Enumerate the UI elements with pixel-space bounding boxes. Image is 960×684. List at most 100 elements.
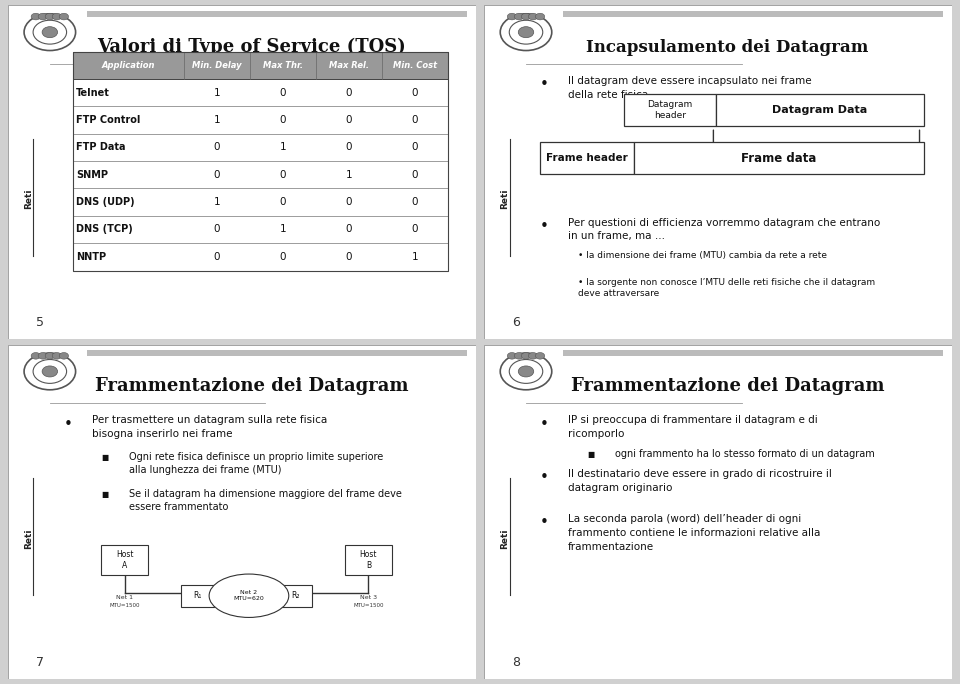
Text: 0: 0 (213, 170, 220, 180)
Text: 1: 1 (213, 115, 220, 125)
Text: •: • (64, 417, 73, 432)
Text: 0: 0 (412, 142, 419, 153)
Text: Min. Cost: Min. Cost (393, 61, 437, 70)
Text: Il datagram deve essere incapsulato nei frame
della rete fisica: Il datagram deve essere incapsulato nei … (568, 76, 812, 101)
Bar (102, 545, 148, 575)
Text: Min. Delay: Min. Delay (192, 61, 242, 70)
Text: ■: ■ (102, 453, 108, 462)
Text: • la dimensione dei frame (MTU) cambia da rete a rete: • la dimensione dei frame (MTU) cambia d… (578, 251, 827, 260)
Text: 0: 0 (346, 252, 352, 262)
Text: R₂: R₂ (292, 592, 300, 601)
Text: 0: 0 (346, 88, 352, 98)
Text: 0: 0 (213, 142, 220, 153)
Text: 0: 0 (412, 170, 419, 180)
Text: La seconda parola (word) dell’header di ogni
frammento contiene le informazioni : La seconda parola (word) dell’header di … (568, 514, 821, 552)
Text: 0: 0 (346, 142, 352, 153)
Text: FTP Control: FTP Control (76, 115, 141, 125)
Text: •: • (540, 515, 549, 530)
Circle shape (52, 352, 61, 359)
Text: 1: 1 (279, 224, 286, 235)
Text: Valori di Type of Service (TOS): Valori di Type of Service (TOS) (97, 38, 406, 56)
Bar (716, 94, 924, 126)
Text: 1: 1 (346, 170, 352, 180)
Text: IP si preoccupa di frammentare il datagram e di
ricomporlo: IP si preoccupa di frammentare il datagr… (568, 415, 818, 440)
Text: •: • (540, 77, 549, 92)
Bar (181, 585, 214, 607)
Text: 8: 8 (512, 655, 520, 668)
Text: Frame header: Frame header (546, 153, 628, 163)
Text: Reti: Reti (24, 528, 34, 549)
Bar (73, 161, 448, 188)
Bar (540, 142, 634, 174)
Bar (279, 585, 312, 607)
Text: Net 2
MTU=620: Net 2 MTU=620 (233, 590, 264, 601)
Circle shape (45, 352, 55, 359)
Bar (73, 243, 448, 270)
Text: Frame data: Frame data (741, 152, 817, 165)
Text: •: • (540, 417, 549, 432)
FancyBboxPatch shape (8, 345, 476, 679)
Circle shape (42, 366, 58, 377)
Text: NNTP: NNTP (76, 252, 107, 262)
Text: 0: 0 (279, 115, 286, 125)
Text: Datagram
header: Datagram header (647, 100, 693, 120)
Bar (73, 51, 448, 79)
Circle shape (60, 352, 68, 359)
Circle shape (515, 13, 523, 20)
Text: Se il datagram ha dimensione maggiore del frame deve
essere frammentato: Se il datagram ha dimensione maggiore de… (130, 489, 402, 512)
Bar (73, 51, 448, 270)
FancyBboxPatch shape (484, 345, 952, 679)
Text: 6: 6 (512, 316, 519, 329)
Text: FTP Data: FTP Data (76, 142, 126, 153)
Text: • la sorgente non conosce l’MTU delle reti fisiche che il datagram
deve attraver: • la sorgente non conosce l’MTU delle re… (578, 278, 875, 298)
Circle shape (528, 13, 538, 20)
Bar (73, 215, 448, 243)
Text: 5: 5 (36, 316, 44, 329)
Text: 0: 0 (412, 88, 419, 98)
Text: Max Rel.: Max Rel. (328, 61, 369, 70)
Text: DNS (TCP): DNS (TCP) (76, 224, 133, 235)
Text: •: • (540, 470, 549, 485)
Bar (73, 106, 448, 133)
Circle shape (31, 13, 40, 20)
Circle shape (42, 27, 58, 38)
Bar (345, 545, 392, 575)
Text: 0: 0 (412, 197, 419, 207)
Text: 0: 0 (279, 197, 286, 207)
Text: Reti: Reti (24, 189, 34, 209)
Text: 1: 1 (213, 88, 220, 98)
Circle shape (52, 13, 61, 20)
Text: ■: ■ (102, 490, 108, 499)
Text: 0: 0 (213, 224, 220, 235)
Circle shape (507, 13, 516, 20)
Text: •: • (540, 219, 549, 234)
Circle shape (536, 13, 544, 20)
Text: MTU=1500: MTU=1500 (109, 603, 140, 609)
Text: 0: 0 (279, 252, 286, 262)
Text: Frammentazione dei Datagram: Frammentazione dei Datagram (94, 378, 408, 395)
Text: Net 1: Net 1 (116, 595, 133, 600)
Circle shape (518, 366, 534, 377)
Text: 0: 0 (279, 88, 286, 98)
Text: 0: 0 (412, 224, 419, 235)
Text: ■: ■ (587, 450, 594, 459)
Text: 0: 0 (412, 115, 419, 125)
Circle shape (38, 13, 47, 20)
Circle shape (536, 352, 544, 359)
Text: SNMP: SNMP (76, 170, 108, 180)
Text: Net 3: Net 3 (360, 595, 377, 600)
Bar (564, 350, 943, 356)
Text: Datagram Data: Datagram Data (773, 105, 868, 115)
Circle shape (60, 13, 68, 20)
Circle shape (515, 352, 523, 359)
Text: 0: 0 (279, 170, 286, 180)
Text: Reti: Reti (500, 189, 510, 209)
FancyBboxPatch shape (484, 5, 952, 339)
Text: Telnet: Telnet (76, 88, 110, 98)
Circle shape (38, 352, 47, 359)
Bar (87, 350, 467, 356)
Circle shape (45, 13, 55, 20)
Text: 7: 7 (36, 655, 44, 668)
Bar (564, 11, 943, 17)
Circle shape (507, 352, 516, 359)
